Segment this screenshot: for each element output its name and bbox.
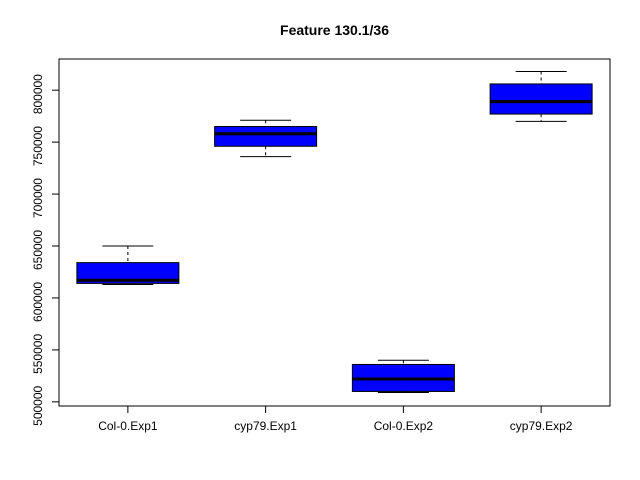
y-tick-label: 600000 xyxy=(31,282,45,322)
y-tick-label: 550000 xyxy=(31,334,45,374)
x-tick-label: cyp79.Exp1 xyxy=(234,419,297,433)
y-tick-label: 650000 xyxy=(31,230,45,270)
x-tick-label: cyp79.Exp2 xyxy=(510,419,573,433)
chart-title: Feature 130.1/36 xyxy=(280,22,389,38)
x-tick-label: Col-0.Exp2 xyxy=(374,419,434,433)
x-tick-label: Col-0.Exp1 xyxy=(98,419,158,433)
y-tick-label: 700000 xyxy=(31,178,45,218)
box xyxy=(214,126,318,147)
y-tick-label: 800000 xyxy=(31,74,45,114)
box xyxy=(76,262,180,284)
y-tick-label: 500000 xyxy=(31,385,45,425)
plot-frame xyxy=(58,58,611,407)
y-tick-label: 750000 xyxy=(31,126,45,166)
box xyxy=(489,83,593,115)
plot-area: 500000 550000 600000 650000 700000 750000 8000… xyxy=(31,58,611,433)
